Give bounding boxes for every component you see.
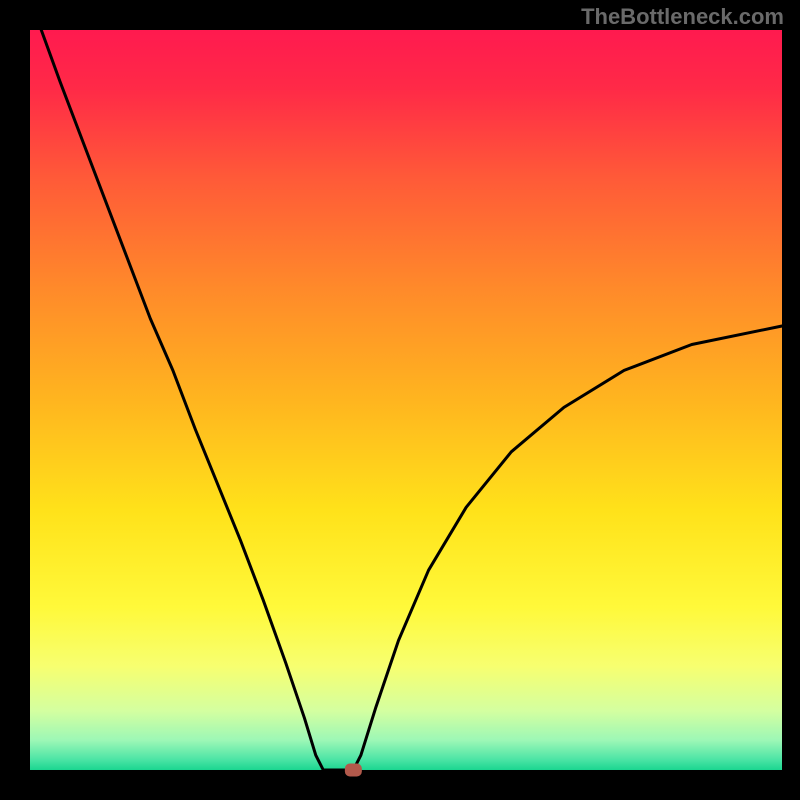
plot-background	[30, 30, 782, 770]
watermark-text: TheBottleneck.com	[581, 4, 784, 30]
bottleneck-marker	[345, 764, 362, 777]
chart-frame: TheBottleneck.com	[0, 0, 800, 800]
bottleneck-chart-svg	[0, 0, 800, 800]
